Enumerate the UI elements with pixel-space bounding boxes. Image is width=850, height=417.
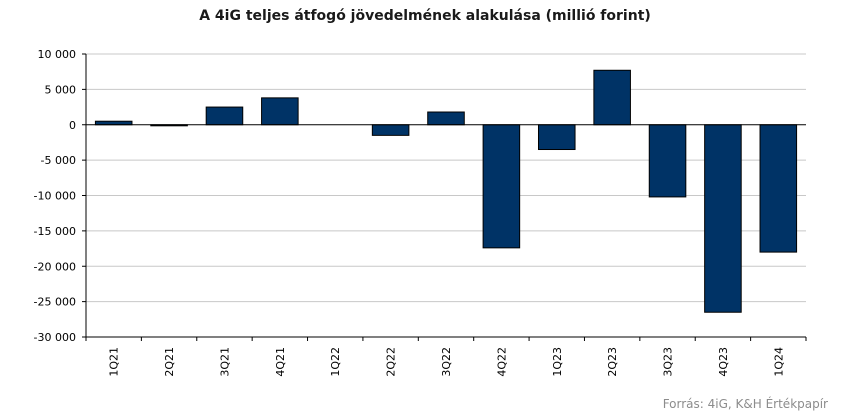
y-tick-label: -10 000 xyxy=(34,190,76,203)
x-tick-label: 3Q23 xyxy=(662,347,675,377)
x-axis-ticks: 1Q21 2Q21 3Q21 4Q21 1Q22 2Q22 3Q22 4Q22 1Q23 2Q23… xyxy=(108,347,786,377)
bar-3Q23 xyxy=(648,124,687,198)
y-axis-ticks: 10 000 5 000 0 -5 000 -10 000 -15 000 -20 000 -… xyxy=(34,48,76,344)
x-tick-label: 3Q21 xyxy=(218,347,231,377)
bar-4Q21 xyxy=(261,97,299,126)
bar-1Q21 xyxy=(94,120,133,126)
bar-1Q24 xyxy=(759,124,798,253)
chart-title: A 4iG teljes átfogó jövedelmének alakulá… xyxy=(199,8,651,24)
y-tick-label: -5 000 xyxy=(41,154,76,167)
x-tick-label: 1Q21 xyxy=(108,347,121,377)
x-tick-label: 2Q21 xyxy=(163,347,176,377)
y-tick-label: -25 000 xyxy=(34,296,76,309)
y-tick-label: -20 000 xyxy=(34,260,76,273)
x-tick-label: 1Q23 xyxy=(551,347,564,377)
x-tick-label: 1Q22 xyxy=(329,347,342,377)
y-tick-label: 10 000 xyxy=(38,48,77,61)
x-tick-label: 3Q22 xyxy=(440,347,453,377)
bar-3Q22 xyxy=(427,111,465,126)
x-tick-label: 2Q22 xyxy=(385,347,398,377)
x-tick-label: 4Q21 xyxy=(274,347,287,377)
y-tick-label: -30 000 xyxy=(34,331,76,344)
gridlines xyxy=(86,53,806,338)
axes xyxy=(82,53,807,341)
y-tick-label: 0 xyxy=(69,119,76,132)
bar-2Q23 xyxy=(593,69,631,126)
bar-4Q22 xyxy=(482,124,521,249)
x-tick-label: 4Q22 xyxy=(495,347,508,377)
y-tick-label: 5 000 xyxy=(45,83,77,96)
chart-source: Forrás: 4iG, K&H Értékpapír xyxy=(662,397,828,411)
y-tick-label: -15 000 xyxy=(34,225,76,238)
bar-3Q21 xyxy=(205,106,244,126)
bar-2Q22 xyxy=(371,124,410,136)
bars xyxy=(94,69,798,313)
x-tick-label: 4Q23 xyxy=(717,347,730,377)
bar-1Q23 xyxy=(537,124,576,151)
bar-4Q23 xyxy=(704,124,742,313)
x-tick-label: 1Q24 xyxy=(772,347,785,377)
x-tick-label: 2Q23 xyxy=(606,347,619,377)
